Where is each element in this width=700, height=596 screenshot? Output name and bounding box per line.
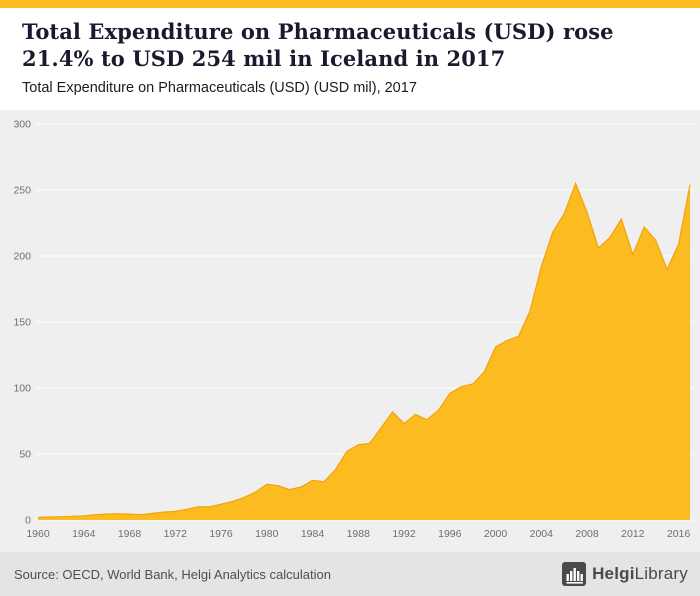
top-accent-bar [0, 0, 700, 8]
area-chart: 0 50 100 150 200 250 300 1960 1964 1968 1972 1976 19… [0, 110, 700, 552]
y-axis-tick-label: 100 [13, 383, 31, 395]
header: Total Expenditure on Pharmaceuticals (US… [0, 8, 700, 110]
helgi-library-logo: HelgiLibrary [562, 562, 688, 586]
helgi-logo-icon [562, 562, 587, 586]
x-axis-tick-label: 1980 [255, 528, 279, 540]
source-text: Source: OECD, World Bank, Helgi Analytic… [14, 566, 331, 582]
area-series [38, 183, 690, 520]
x-axis-tick-label: 1964 [72, 528, 96, 540]
bar-building-icon [566, 568, 583, 584]
x-axis-tick-label: 1984 [301, 528, 325, 540]
x-axis-tick-label: 1996 [438, 528, 462, 540]
x-axis-tick-label: 1992 [392, 528, 416, 540]
logo-text: HelgiLibrary [592, 564, 688, 584]
x-axis-tick-label: 1960 [26, 528, 50, 540]
area-chart-svg: 0 50 100 150 200 250 300 1960 1964 1968 1972 1976 19… [13, 119, 694, 540]
y-axis-tick-label: 0 [25, 515, 31, 527]
x-axis-tick-label: 1988 [347, 528, 371, 540]
x-axis-tick-label: 2000 [484, 528, 508, 540]
y-axis-tick-label: 250 [13, 185, 31, 197]
page-title: Total Expenditure on Pharmaceuticals (US… [22, 19, 614, 72]
x-axis-tick-label: 1976 [209, 528, 233, 540]
x-axis-tick-label: 2016 [667, 528, 691, 540]
x-axis-tick-label: 2004 [530, 528, 554, 540]
y-axis-tick-label: 200 [13, 251, 31, 263]
x-axis-tick-label: 1968 [118, 528, 142, 540]
logo-text-library: Library [634, 564, 688, 583]
footer: Source: OECD, World Bank, Helgi Analytic… [0, 552, 700, 596]
y-axis-tick-label: 300 [13, 119, 31, 131]
logo-text-helgi: Helgi [592, 564, 635, 583]
x-axis-tick-label: 1972 [164, 528, 188, 540]
y-axis-tick-label: 150 [13, 317, 31, 329]
area-series-line [37, 181, 691, 518]
x-axis-tick-label: 2012 [621, 528, 645, 540]
chart-subtitle: Total Expenditure on Pharmaceuticals (US… [22, 79, 417, 96]
x-axis-tick-label: 2008 [575, 528, 599, 540]
y-axis-tick-label: 50 [19, 449, 31, 461]
